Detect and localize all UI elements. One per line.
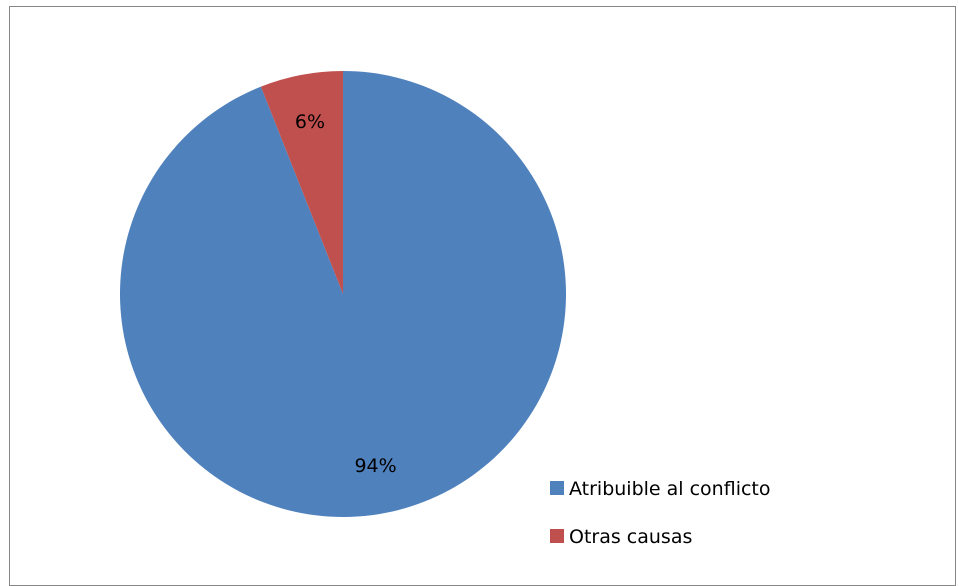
legend-swatch-atribuible [550, 481, 564, 495]
legend-swatch-otras [550, 529, 564, 543]
pie-slices [120, 71, 567, 517]
pie-data-labels: 94% 6% [295, 111, 397, 477]
legend-label-otras: Otras causas [569, 526, 692, 548]
data-label-atribuible: 94% [354, 455, 396, 477]
pie-slice-otras [260, 71, 343, 294]
data-label-otras: 6% [295, 111, 325, 133]
legend-label-atribuible: Atribuible al conflicto [569, 478, 771, 500]
legend: Atribuible al conflicto Otras causas [550, 478, 771, 548]
